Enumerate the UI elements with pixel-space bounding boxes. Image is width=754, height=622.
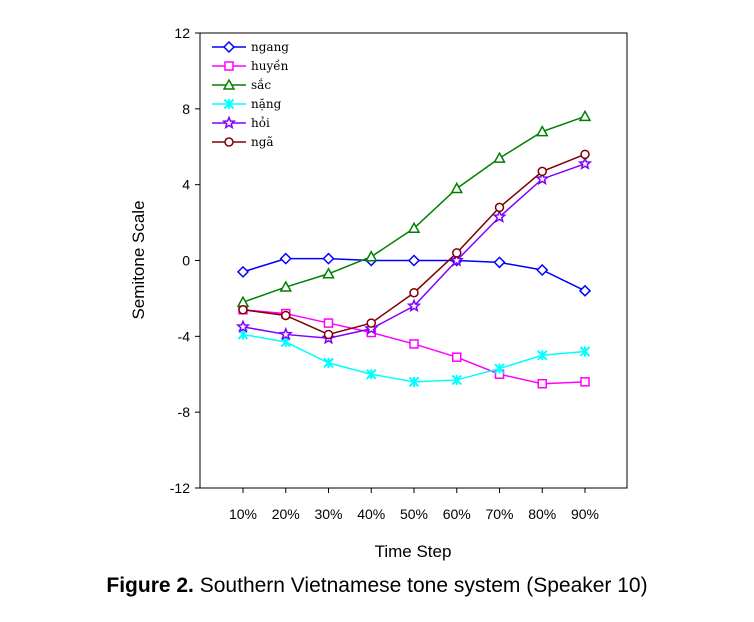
legend-marker: [222, 40, 236, 54]
y-tick-label: 4: [182, 177, 190, 193]
data-point: [536, 263, 549, 277]
legend-marker: [223, 98, 235, 110]
data-point: [235, 319, 251, 333]
y-axis-title: Semitone Scale: [129, 200, 148, 319]
data-point: [409, 339, 419, 349]
data-point: [537, 350, 548, 361]
legend-marker: [221, 115, 237, 130]
data-point: [493, 256, 506, 269]
legend-marker: [224, 61, 234, 71]
legend-marker: [222, 78, 236, 90]
legend-item: ngang: [212, 40, 289, 54]
figure-caption-text: Southern Vietnamese tone system (Speaker…: [193, 574, 648, 597]
data-point: [281, 310, 291, 321]
legend-label: hỏi: [251, 116, 270, 130]
data-point: [535, 171, 550, 186]
data-point: [451, 374, 462, 386]
data-point: [494, 363, 505, 374]
x-tick-label: 30%: [314, 506, 342, 522]
data-point: [236, 265, 250, 278]
data-point: [323, 329, 334, 340]
x-tick-label: 80%: [528, 506, 556, 522]
data-point: [364, 321, 379, 335]
x-tick-label: 70%: [485, 506, 513, 522]
x-axis: 10% 20% 30% 40% 50% 60% 70% 80% 90%: [229, 488, 599, 522]
legend-item: huyền: [212, 58, 289, 73]
data-point: [366, 369, 377, 380]
y-tick-label: 8: [182, 101, 190, 117]
data-point: [407, 254, 421, 267]
data-point: [579, 346, 591, 357]
x-tick-label: 90%: [571, 506, 599, 522]
series-triangle: [236, 109, 592, 307]
data-point: [578, 109, 592, 122]
series-layer: [235, 109, 593, 389]
data-point: [580, 149, 590, 160]
data-point: [323, 357, 334, 369]
legend-label: huyền: [251, 58, 289, 73]
data-point: [535, 125, 549, 137]
legend-label: ngang: [251, 40, 289, 54]
data-point: [322, 267, 335, 279]
line-chart: -12 -8 -4 0 4 8 12 10% 20% 30% 40% 50% 60% 70% 80% 90%…: [129, 25, 628, 561]
data-point: [323, 318, 334, 328]
y-tick-label: 12: [174, 25, 190, 41]
series-asterisk: [237, 329, 591, 388]
data-point: [492, 209, 507, 223]
data-point: [452, 352, 462, 362]
y-axis: -12 -8 -4 0 4 8 12: [170, 25, 200, 496]
legend-marker: [224, 137, 234, 147]
data-point: [578, 284, 592, 297]
data-point: [494, 202, 505, 213]
data-point: [577, 156, 593, 170]
data-point: [366, 318, 376, 328]
x-tick-label: 60%: [443, 506, 471, 522]
legend-label: nặng: [251, 97, 282, 111]
data-point: [409, 287, 419, 298]
data-point: [493, 151, 506, 163]
series-line: [242, 163, 586, 339]
legend-item: nặng: [212, 97, 282, 111]
data-point: [364, 250, 378, 262]
x-tick-label: 20%: [272, 506, 300, 522]
series-line: [242, 115, 586, 303]
data-point: [449, 252, 464, 267]
data-point: [406, 298, 422, 313]
data-point: [537, 378, 547, 389]
y-tick-label: -4: [178, 328, 191, 344]
data-point: [238, 305, 248, 315]
data-point: [580, 377, 590, 387]
y-tick-label: -8: [178, 404, 191, 420]
data-point: [322, 252, 335, 265]
data-point: [279, 252, 292, 265]
legend-item: ngã: [212, 135, 274, 149]
legend-item: hỏi: [212, 115, 270, 130]
y-tick-label: -12: [170, 480, 190, 496]
legend: ngang huyền sắc nặng hỏi ngã: [212, 40, 289, 149]
y-tick-label: 0: [182, 253, 190, 269]
data-point: [450, 181, 464, 194]
figure-caption: Figure 2. Southern Vietnamese tone syste…: [0, 574, 754, 598]
x-tick-label: 40%: [357, 506, 385, 522]
data-point: [279, 280, 293, 292]
legend-label: sắc: [251, 77, 271, 92]
series-circle: [238, 149, 590, 340]
legend-label: ngã: [251, 135, 274, 149]
figure-label: Figure 2.: [106, 574, 194, 597]
data-point: [408, 376, 420, 388]
data-point: [537, 166, 547, 177]
data-point: [278, 326, 293, 341]
data-point: [407, 221, 421, 234]
x-tick-label: 50%: [400, 506, 428, 522]
data-point: [452, 248, 462, 258]
x-tick-label: 10%: [229, 506, 257, 522]
x-axis-title: Time Step: [375, 542, 452, 561]
legend-item: sắc: [212, 77, 271, 92]
